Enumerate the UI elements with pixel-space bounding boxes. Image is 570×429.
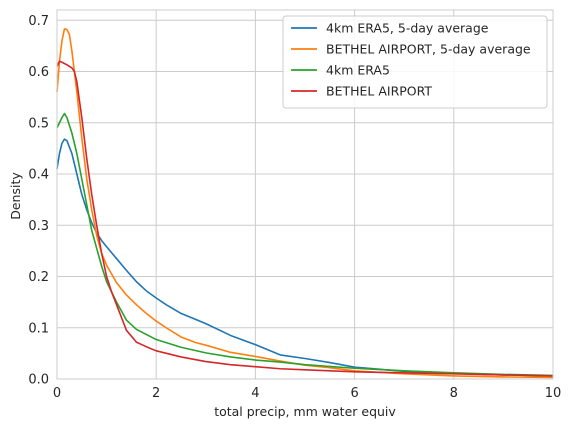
- series-line-2: [56, 28, 554, 379]
- y-tick-label: 0.7: [28, 14, 49, 29]
- y-axis-label: Density: [8, 172, 23, 220]
- y-tick-label: 0.1: [28, 321, 49, 336]
- series-lines: [56, 28, 554, 379]
- x-tick-labels: 0 2 4 6 8 10: [53, 386, 561, 401]
- x-tick-label: 2: [152, 386, 160, 401]
- legend-entry-label: BETHEL AIRPORT, 5-day average: [326, 42, 531, 57]
- y-tick-label: 0.0: [28, 373, 49, 388]
- legend-entry-label: 4km ERA5, 5-day average: [326, 21, 489, 36]
- legend-entry-label: 4km ERA5: [326, 63, 390, 78]
- legend-entry-label: BETHEL AIRPORT: [326, 84, 432, 99]
- x-tick-label: 8: [450, 386, 458, 401]
- x-axis-label: total precip, mm water equiv: [214, 404, 396, 419]
- x-tick-label: 4: [251, 386, 259, 401]
- legend: 4km ERA5, 5-day average BETHEL AIRPORT, 5…: [282, 15, 548, 109]
- series-line-3: [56, 112, 554, 377]
- y-tick-label: 0.4: [28, 168, 49, 183]
- y-tick-label: 0.5: [28, 116, 49, 131]
- y-tick-label: 0.3: [28, 219, 49, 234]
- series-line-1: [56, 138, 554, 377]
- x-tick-label: 6: [350, 386, 358, 401]
- y-tick-label: 0.6: [28, 65, 49, 80]
- x-tick-label: 0: [53, 386, 61, 401]
- y-tick-label: 0.2: [28, 270, 49, 285]
- plot-frame: [56, 9, 554, 380]
- legend-box: [282, 15, 548, 109]
- y-tick-labels: 0.0 0.1 0.2 0.3 0.4 0.5 0.6 0.7: [28, 14, 49, 388]
- x-tick-label: 10: [545, 386, 562, 401]
- series-line-4: [56, 60, 554, 377]
